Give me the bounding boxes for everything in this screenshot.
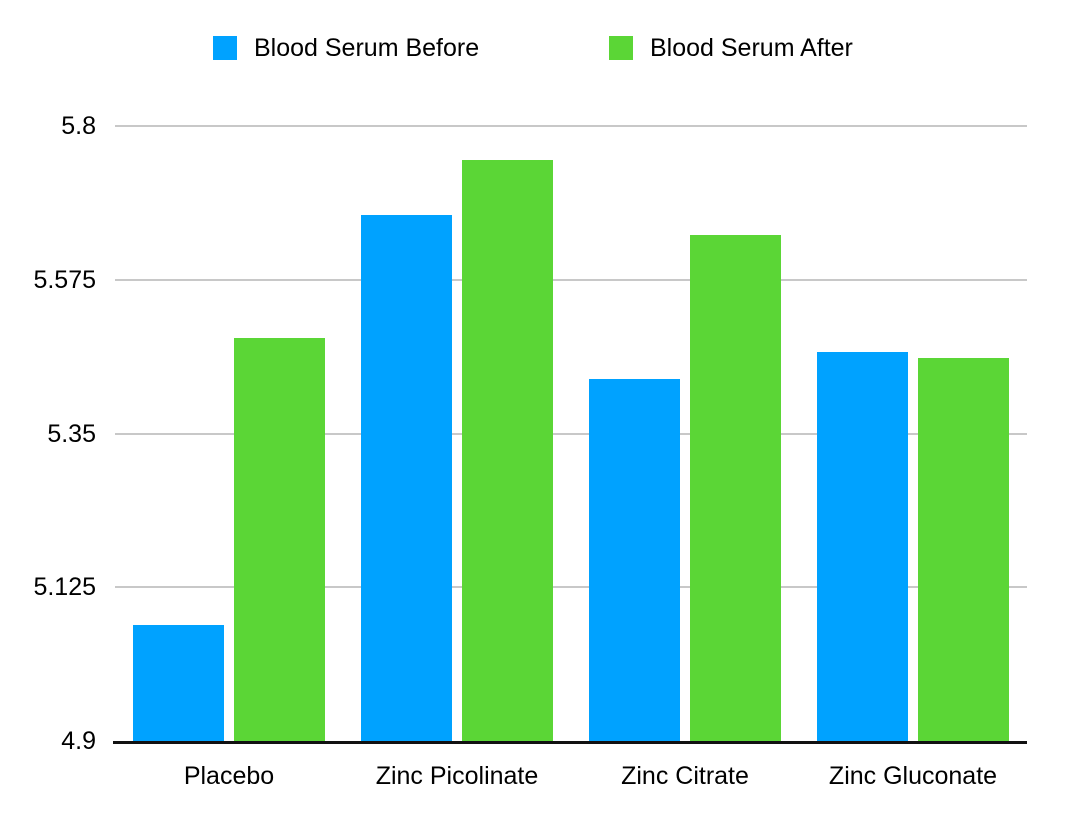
bar-blood-serum-after (690, 235, 781, 741)
legend-item-after[interactable]: Blood Serum After (609, 34, 853, 62)
xtick-label: Zinc Citrate (621, 762, 749, 790)
gridline-5.8 (115, 125, 1027, 127)
gridline-5.575 (115, 278, 1027, 281)
xtick-label: Zinc Picolinate (375, 762, 539, 790)
ytick-label: 5.35 (47, 419, 96, 448)
bar-blood-serum-after (918, 358, 1009, 741)
bar-group-placebo (115, 126, 343, 741)
bar-blood-serum-after (234, 337, 325, 741)
legend-label-before: Blood Serum Before (254, 34, 480, 62)
xtick-label: Zinc Gluconate (828, 762, 998, 790)
legend-swatch-after-icon (609, 36, 633, 60)
bar-blood-serum-before (817, 351, 908, 741)
bar-group-zinc-citrate (571, 126, 799, 741)
ytick-label: 5.575 (33, 265, 96, 294)
bar-blood-serum-before (133, 624, 224, 741)
bar-blood-serum-before (361, 214, 452, 741)
ytick-label: 4.9 (61, 727, 96, 755)
legend-swatch-before-icon (213, 36, 237, 60)
gridline-5.35 (115, 432, 1027, 435)
legend-item-before[interactable]: Blood Serum Before (213, 34, 480, 62)
bar-group-zinc-picolinate (343, 126, 571, 741)
ytick-label: 5.125 (33, 573, 96, 602)
ytick-label: 5.8 (61, 112, 96, 140)
xtick-label: Placebo (183, 762, 275, 790)
bar-blood-serum-before (589, 378, 680, 741)
legend-label-after: Blood Serum After (650, 34, 853, 62)
x-axis-line (113, 741, 1027, 744)
bar-blood-serum-after (462, 160, 553, 741)
gridline-5.125 (115, 586, 1027, 589)
bar-group-zinc-gluconate (799, 126, 1027, 741)
